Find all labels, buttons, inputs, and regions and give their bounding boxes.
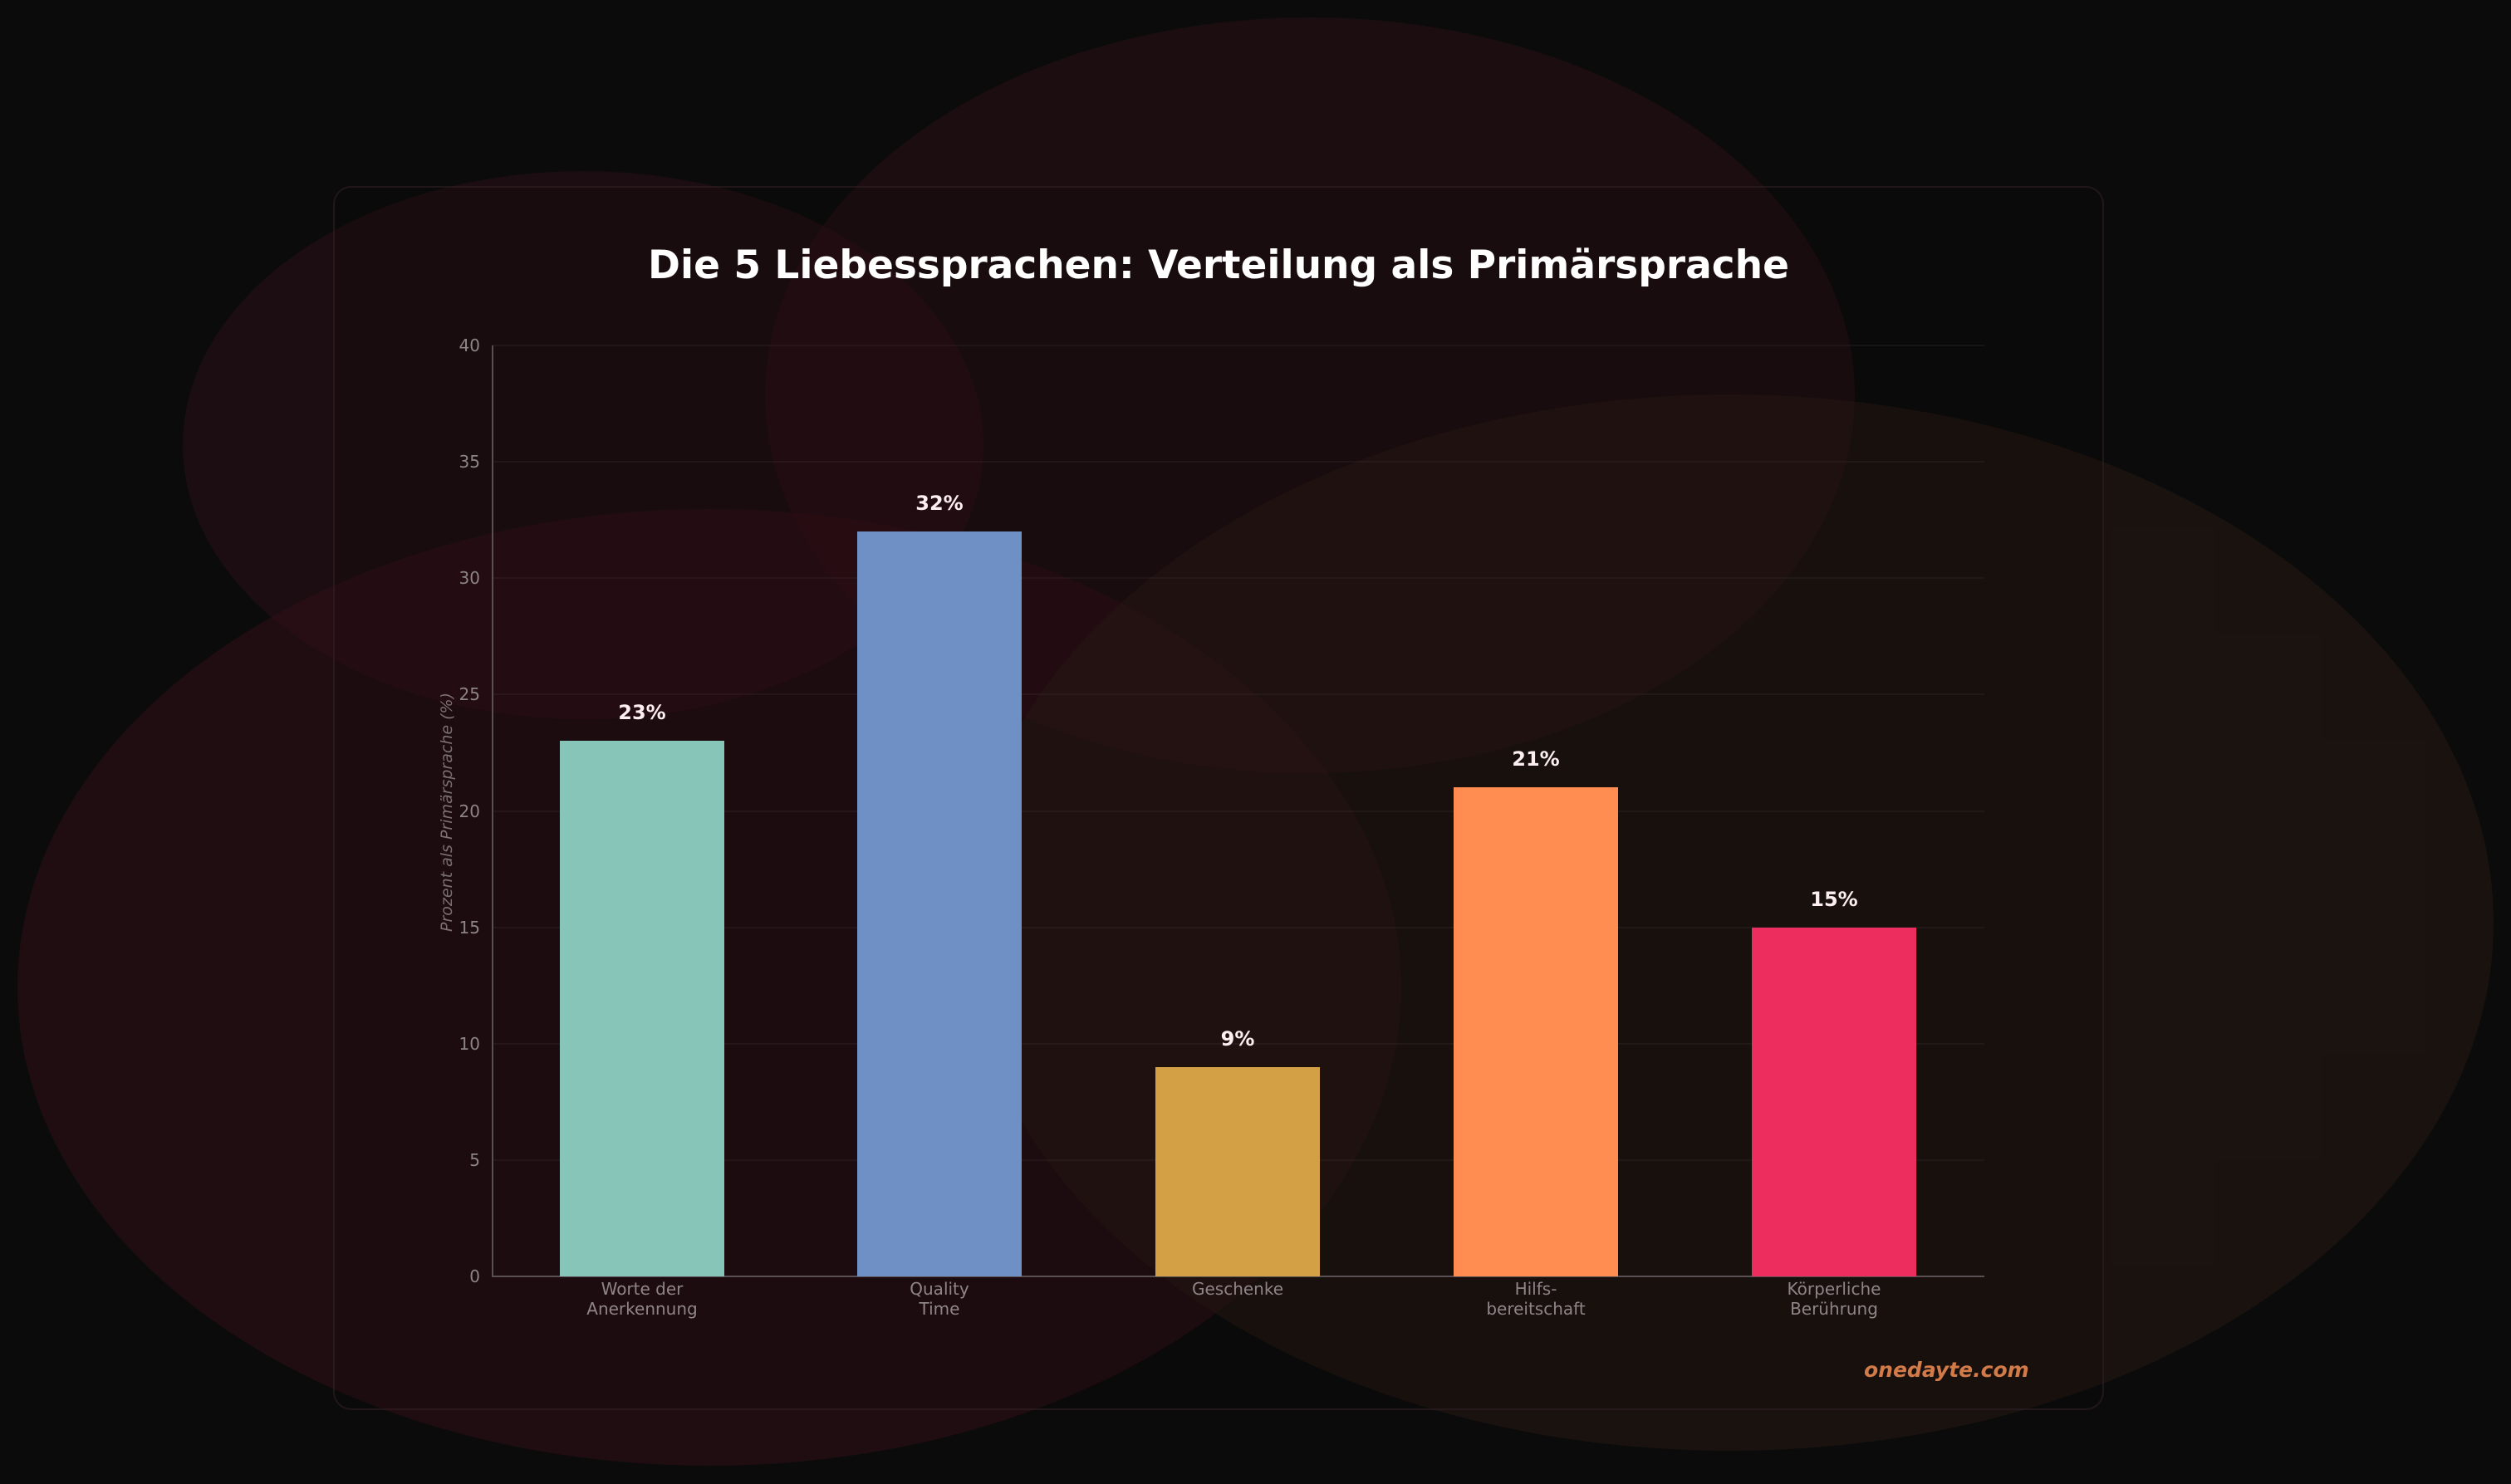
bar — [1155, 1066, 1320, 1276]
gridline — [492, 577, 1984, 580]
y-tick-label: 20 — [459, 801, 480, 821]
gridline — [492, 926, 1984, 928]
bar — [857, 531, 1022, 1276]
y-tick-label: 10 — [459, 1033, 480, 1054]
x-tick-label: Geschenke — [1191, 1279, 1284, 1299]
gridline — [492, 1042, 1984, 1045]
gridline — [492, 345, 1984, 346]
x-tick-label: Körperliche Berührung — [1787, 1279, 1881, 1319]
x-tick-label: Hilfs- bereitschaft — [1486, 1279, 1586, 1319]
x-axis-line — [492, 1276, 1984, 1277]
x-tick-label: Quality Time — [910, 1279, 969, 1319]
bar-value-label: 23% — [618, 701, 666, 725]
chart-title: Die 5 Liebessprachen: Verteilung als Pri… — [647, 242, 1789, 288]
gridline — [492, 810, 1984, 812]
bar — [1454, 787, 1618, 1276]
bar-value-label: 21% — [1512, 747, 1560, 771]
y-axis-line — [492, 345, 493, 1276]
watermark: onedayte.com — [1864, 1358, 2029, 1382]
gridline — [492, 693, 1984, 696]
gridline — [492, 461, 1984, 463]
y-tick-label: 15 — [459, 917, 480, 938]
bar-value-label: 15% — [1810, 887, 1858, 911]
bar — [1752, 927, 1916, 1276]
x-tick-label: Worte der Anerkennung — [586, 1279, 698, 1319]
y-tick-label: 5 — [469, 1149, 480, 1170]
y-tick-label: 40 — [459, 335, 480, 355]
plot-area: 23% 32% 9% 21% 15% — [492, 345, 1984, 1277]
bar — [560, 741, 724, 1276]
y-tick-label: 25 — [459, 684, 480, 705]
bar-value-label: 32% — [915, 492, 964, 516]
y-tick-label: 0 — [469, 1266, 480, 1286]
y-tick-label: 35 — [459, 452, 480, 473]
bar-value-label: 9% — [1220, 1026, 1255, 1051]
y-tick-label: 30 — [459, 568, 480, 589]
